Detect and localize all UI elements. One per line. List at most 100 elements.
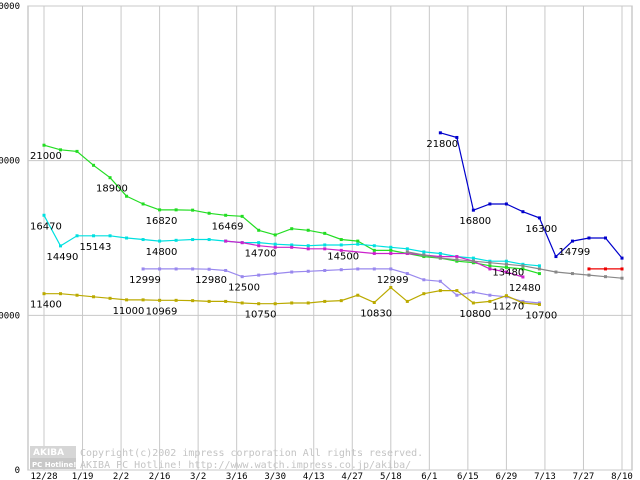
y-tick-label: 30000 [0, 2, 20, 12]
x-tick-label: 3/16 [226, 472, 248, 480]
series-point [356, 267, 360, 271]
series-point [537, 216, 541, 220]
series-point [405, 250, 409, 254]
series-point [537, 264, 541, 268]
series-point [207, 267, 211, 271]
series-point [504, 265, 508, 269]
series-point [92, 234, 96, 238]
x-tick-label: 6/15 [457, 472, 479, 480]
series-point [356, 242, 360, 246]
series-point [273, 242, 277, 246]
series-point [521, 267, 525, 271]
x-tick-label: 3/30 [264, 472, 286, 480]
watermark-logo-bottom-text: PC Hotline! [32, 461, 76, 469]
series-point [438, 279, 442, 283]
series-point [42, 292, 46, 296]
series-point [339, 238, 343, 242]
series-point [306, 301, 310, 305]
series-point [405, 272, 409, 276]
series-point [504, 262, 508, 266]
series-point [75, 149, 79, 153]
x-tick-label: 3/2 [190, 472, 206, 480]
data-label: 11270 [492, 302, 524, 313]
series-point [488, 202, 492, 206]
series-point [471, 256, 475, 260]
series-point [422, 292, 426, 296]
series-point [323, 299, 327, 303]
y-tick-label: 0 [15, 466, 20, 476]
series-point [372, 244, 376, 248]
series-point [92, 163, 96, 167]
series-point [521, 210, 525, 214]
series-line [225, 240, 524, 278]
x-tick-label: 2/2 [113, 472, 129, 480]
series-point [455, 259, 459, 263]
x-tick-label: 6/1 [421, 472, 437, 480]
series-point [42, 143, 46, 147]
data-label: 21800 [426, 139, 458, 150]
series-point [471, 301, 475, 305]
x-tick-label: 7/27 [573, 472, 595, 480]
series-point [108, 176, 112, 180]
series-point [438, 131, 442, 135]
x-tick-label: 7/13 [534, 472, 556, 480]
series-point [125, 194, 129, 198]
series-point [240, 301, 244, 305]
watermark-url: AKIBA PC Hotline! http://www.watch.impre… [80, 460, 411, 471]
x-tick-label: 6/29 [496, 472, 518, 480]
series-point [273, 302, 277, 306]
series-point [471, 208, 475, 212]
x-tick-label: 1/19 [72, 472, 94, 480]
series-point [174, 238, 178, 242]
data-label: 12999 [377, 275, 409, 286]
series-point [158, 239, 162, 243]
data-label: 16300 [525, 224, 557, 235]
series-point [141, 202, 145, 206]
series-point [59, 148, 63, 152]
series-point [521, 275, 525, 279]
series-point [207, 299, 211, 303]
y-tick-label: 10000 [0, 311, 20, 321]
series-point [488, 293, 492, 297]
series-point [290, 227, 294, 231]
series-point [455, 135, 459, 139]
series-point [207, 211, 211, 215]
series-point [537, 301, 541, 305]
series-point [59, 244, 63, 248]
series-point [603, 267, 607, 271]
series-point [240, 214, 244, 218]
series-point [174, 267, 178, 271]
y-axis-ticks: 0 10000 20000 30000 [0, 2, 20, 476]
series-point [554, 270, 558, 274]
series-point [257, 302, 261, 306]
series-point [42, 213, 46, 217]
series-point [290, 243, 294, 247]
series-point [537, 267, 541, 271]
series-point [174, 298, 178, 302]
data-label: 14799 [558, 247, 590, 258]
series-point [372, 248, 376, 252]
series-line [43, 144, 540, 275]
series-point [323, 268, 327, 272]
series-point [257, 244, 261, 248]
series-point [389, 267, 393, 271]
series-point [620, 276, 624, 280]
series-point [240, 241, 244, 245]
series-point [273, 272, 277, 276]
series-point [455, 255, 459, 259]
plot-frame [27, 5, 633, 471]
series-point [471, 259, 475, 263]
series-point [59, 292, 63, 296]
data-label: 10750 [245, 310, 277, 321]
series-point [174, 208, 178, 212]
data-label: 14800 [146, 247, 178, 258]
data-label: 14490 [47, 252, 79, 263]
x-tick-label: 12/28 [30, 472, 57, 480]
series-point [224, 239, 228, 243]
series-point [504, 294, 508, 298]
series-point [405, 247, 409, 251]
series-line [440, 132, 623, 259]
series-point [438, 251, 442, 255]
